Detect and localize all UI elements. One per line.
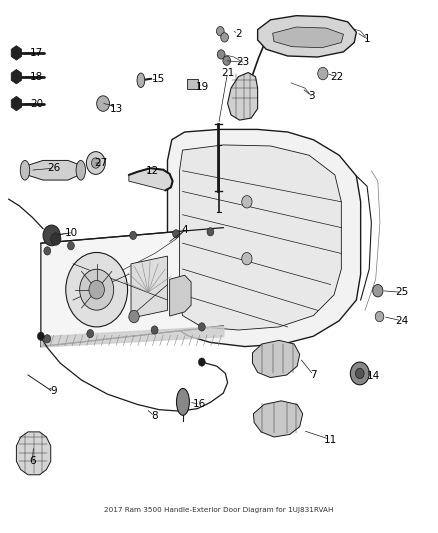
Circle shape bbox=[318, 67, 328, 80]
Text: 1: 1 bbox=[364, 34, 371, 44]
Text: 11: 11 bbox=[324, 434, 337, 445]
Circle shape bbox=[151, 326, 158, 334]
Text: 10: 10 bbox=[64, 228, 78, 238]
Text: 6: 6 bbox=[29, 456, 35, 466]
Circle shape bbox=[43, 225, 60, 246]
Polygon shape bbox=[170, 275, 191, 316]
Circle shape bbox=[44, 335, 51, 343]
Text: 16: 16 bbox=[193, 399, 206, 409]
Circle shape bbox=[221, 33, 229, 42]
Polygon shape bbox=[11, 69, 21, 84]
Text: 24: 24 bbox=[395, 316, 408, 326]
Circle shape bbox=[97, 96, 110, 111]
Circle shape bbox=[80, 269, 114, 310]
Ellipse shape bbox=[20, 160, 30, 180]
Circle shape bbox=[207, 228, 214, 236]
Circle shape bbox=[350, 362, 369, 385]
Circle shape bbox=[242, 253, 252, 265]
Circle shape bbox=[87, 329, 94, 338]
Polygon shape bbox=[180, 145, 341, 330]
Text: 18: 18 bbox=[30, 71, 43, 82]
Text: 27: 27 bbox=[94, 158, 108, 168]
Circle shape bbox=[129, 310, 139, 323]
Circle shape bbox=[130, 231, 137, 239]
Text: 13: 13 bbox=[110, 104, 123, 114]
Circle shape bbox=[51, 233, 61, 245]
Circle shape bbox=[216, 27, 224, 36]
Circle shape bbox=[356, 368, 364, 378]
Circle shape bbox=[198, 323, 205, 331]
FancyBboxPatch shape bbox=[187, 79, 198, 89]
Text: 12: 12 bbox=[146, 166, 159, 176]
Circle shape bbox=[92, 158, 100, 168]
Polygon shape bbox=[11, 46, 21, 60]
Circle shape bbox=[37, 332, 44, 341]
Circle shape bbox=[67, 241, 74, 250]
Text: 8: 8 bbox=[151, 411, 158, 422]
Text: 3: 3 bbox=[308, 91, 314, 101]
Polygon shape bbox=[228, 72, 258, 120]
Polygon shape bbox=[167, 130, 360, 346]
Ellipse shape bbox=[76, 160, 85, 180]
Circle shape bbox=[89, 280, 104, 299]
Text: 2017 Ram 3500 Handle-Exterior Door Diagram for 1UJ831RVAH: 2017 Ram 3500 Handle-Exterior Door Diagr… bbox=[104, 507, 334, 513]
Polygon shape bbox=[258, 15, 357, 57]
Text: 25: 25 bbox=[395, 287, 408, 297]
Text: 19: 19 bbox=[196, 82, 209, 92]
Polygon shape bbox=[129, 168, 173, 190]
Circle shape bbox=[173, 230, 180, 238]
Circle shape bbox=[223, 56, 230, 66]
Text: 22: 22 bbox=[330, 71, 344, 82]
Text: 20: 20 bbox=[30, 99, 43, 109]
Polygon shape bbox=[253, 401, 303, 437]
Polygon shape bbox=[252, 341, 300, 377]
Circle shape bbox=[217, 50, 225, 59]
Polygon shape bbox=[41, 228, 223, 346]
Ellipse shape bbox=[177, 389, 189, 415]
Ellipse shape bbox=[137, 73, 145, 87]
Text: 9: 9 bbox=[50, 385, 57, 395]
Polygon shape bbox=[272, 27, 343, 48]
Circle shape bbox=[375, 311, 384, 322]
Text: 23: 23 bbox=[236, 57, 249, 67]
Text: 26: 26 bbox=[47, 163, 60, 173]
Polygon shape bbox=[24, 160, 81, 180]
Circle shape bbox=[373, 285, 383, 297]
Circle shape bbox=[44, 247, 51, 255]
Polygon shape bbox=[16, 432, 51, 475]
Polygon shape bbox=[131, 256, 167, 318]
Circle shape bbox=[242, 196, 252, 208]
Circle shape bbox=[198, 358, 205, 366]
Text: 14: 14 bbox=[367, 371, 380, 381]
Text: 21: 21 bbox=[221, 68, 234, 77]
Polygon shape bbox=[11, 96, 21, 111]
Text: 15: 15 bbox=[152, 74, 165, 84]
Text: 2: 2 bbox=[235, 29, 242, 39]
Text: 7: 7 bbox=[310, 370, 317, 380]
Circle shape bbox=[66, 253, 127, 327]
Circle shape bbox=[86, 152, 105, 174]
Text: 17: 17 bbox=[30, 48, 43, 58]
Text: 4: 4 bbox=[181, 225, 188, 235]
